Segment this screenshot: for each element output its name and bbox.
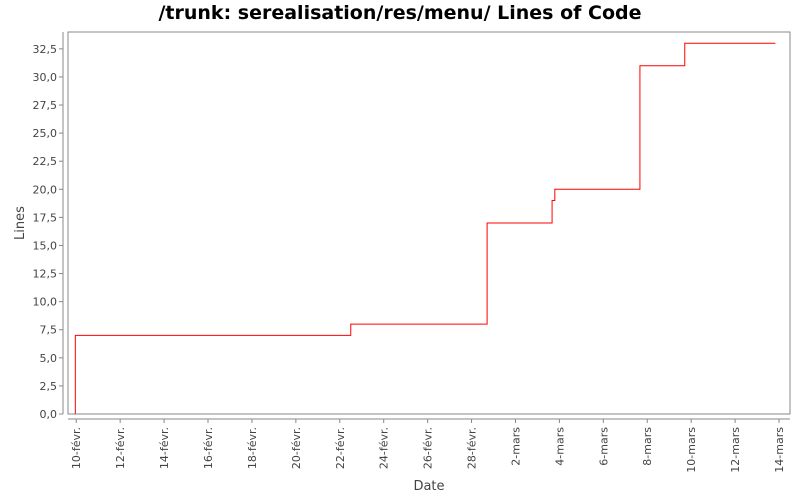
x-tick-label: 10-févr. [70,427,83,469]
x-tick-label: 28-févr. [466,427,479,469]
series-line [74,42,776,414]
x-tick-label: 12-févr. [114,427,127,469]
x-tick-label: 24-févr. [378,427,391,469]
y-tick-label: 17,5 [33,211,58,224]
y-ticks: 0,0 2,5 5,0 7,5 10,0 12,5 15,0 17,5 20,0 22,5 25,0… [33,43,63,421]
chart-title: /trunk: serealisation/res/menu/ Lines of… [158,2,642,24]
x-tick-label: 16-févr. [202,427,215,469]
y-tick-label: 7,5 [40,324,58,337]
x-tick-label: 2-mars [509,427,522,466]
y-tick-label: 27,5 [33,99,58,112]
y-tick-label: 25,0 [33,127,58,140]
y-tick-label: 0,0 [40,408,58,421]
x-tick-label: 12-mars [729,427,742,473]
x-tick-label: 4-mars [553,427,566,466]
x-tick-label: 26-févr. [422,427,435,469]
x-tick-label: 18-févr. [246,427,259,469]
x-tick-label: 10-mars [685,427,698,473]
x-axis-label: Date [413,479,444,494]
series-layer [74,42,776,414]
x-tick-label: 14-févr. [158,427,171,469]
x-tick-label: 20-févr. [290,427,303,469]
y-tick-label: 30,0 [33,71,58,84]
y-tick-label: 12,5 [33,268,58,281]
x-tick-label: 22-févr. [334,427,347,469]
x-ticks: 10-févr. 12-févr. 14-févr. 16-févr. 18-févr.… [70,419,786,473]
y-tick-label: 32,5 [33,43,58,56]
y-tick-label: 2,5 [40,380,58,393]
x-tick-label: 14-mars [773,427,786,473]
y-tick-label: 22,5 [33,155,58,168]
y-axis-label: Lines [13,206,28,240]
x-tick-label: 8-mars [641,427,654,466]
y-tick-label: 15,0 [33,239,58,252]
plot-area [67,31,791,415]
y-tick-label: 10,0 [33,296,58,309]
y-tick-label: 20,0 [33,183,58,196]
y-tick-label: 5,0 [40,352,58,365]
x-tick-label: 6-mars [597,427,610,466]
